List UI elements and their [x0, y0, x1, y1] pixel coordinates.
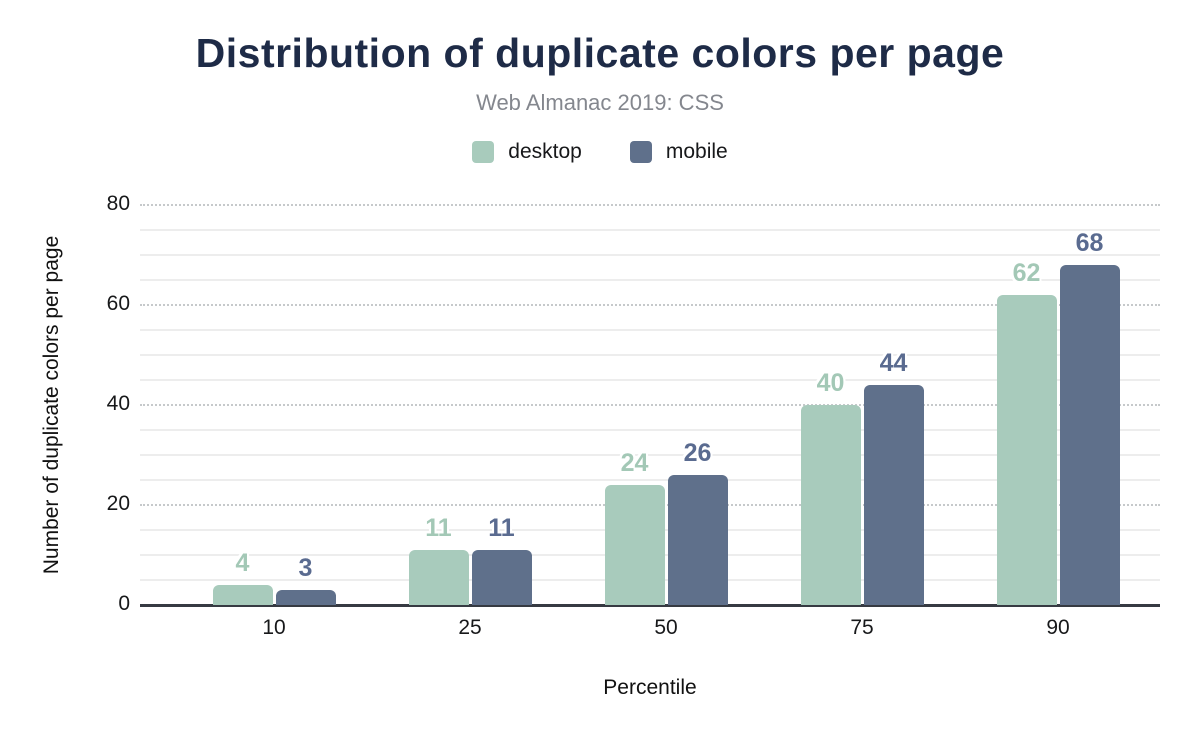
y-tick-label: 20 [106, 492, 130, 515]
legend: desktop mobile [0, 140, 1200, 164]
major-gridline [140, 304, 1160, 306]
minor-gridline [140, 379, 1160, 381]
value-label-desktop-25: 11 [425, 514, 452, 542]
bar-group-25: 11 11 [372, 205, 568, 605]
value-label-mobile-75: 44 [879, 349, 908, 377]
minor-gridline [140, 354, 1160, 356]
bar-mobile-90: 68 [1059, 229, 1120, 605]
bar-desktop-25: 11 [408, 514, 469, 605]
x-tick-label-90: 90 [1046, 616, 1070, 639]
bar-group-90: 62 68 [960, 205, 1156, 605]
minor-gridline [140, 454, 1160, 456]
bar-desktop-10: 4 [212, 549, 273, 605]
x-axis-title: Percentile [603, 676, 697, 699]
plot-area: 4 3 11 11 24 26 40 44 62 68 [140, 204, 1160, 607]
value-label-mobile-25: 11 [488, 514, 515, 542]
legend-swatch-desktop-icon [472, 141, 495, 163]
bar-group-75: 40 44 [764, 205, 960, 605]
x-tick-label-25: 25 [458, 616, 482, 639]
bar-series-container: 4 3 11 11 24 26 40 44 62 68 [140, 205, 1160, 605]
minor-gridline [140, 254, 1160, 256]
legend-swatch-mobile-icon [629, 141, 652, 163]
y-tick-label: 0 [118, 592, 130, 615]
y-tick-label: 80 [106, 192, 130, 215]
value-label-mobile-10: 3 [298, 554, 313, 582]
bar-mobile-10: 3 [275, 554, 336, 605]
minor-gridline [140, 429, 1160, 431]
minor-gridline [140, 229, 1160, 231]
minor-gridline [140, 479, 1160, 481]
bar-desktop-90: 62 [996, 259, 1057, 605]
value-label-mobile-50: 26 [683, 439, 712, 467]
value-label-desktop-50: 24 [620, 449, 649, 477]
value-label-desktop-90: 62 [1012, 259, 1041, 287]
bar-mobile-75: 44 [863, 349, 924, 605]
bar-mobile-50: 26 [667, 439, 728, 605]
major-gridline [140, 204, 1160, 206]
bar-desktop-50: 24 [604, 449, 665, 605]
bar-desktop-75: 40 [800, 369, 861, 605]
chart-title: Distribution of duplicate colors per pag… [195, 30, 1005, 76]
legend-label: mobile [665, 140, 728, 163]
bar-group-50: 24 26 [568, 205, 764, 605]
value-label-desktop-10: 4 [235, 549, 250, 577]
legend-item-mobile: mobile [629, 140, 728, 164]
major-gridline [140, 404, 1160, 406]
legend-label: desktop [508, 140, 582, 163]
minor-gridline [140, 279, 1160, 281]
x-tick-label-10: 10 [262, 616, 286, 639]
value-label-desktop-75: 40 [816, 369, 845, 397]
value-label-mobile-90: 68 [1075, 229, 1104, 257]
minor-gridline [140, 329, 1160, 331]
x-axis-baseline [140, 604, 1160, 607]
x-tick-label-75: 75 [850, 616, 874, 639]
chart-subtitle: Web Almanac 2019: CSS [476, 90, 724, 115]
x-tick-label-50: 50 [654, 616, 678, 639]
x-axis-ticks: 10 25 50 75 90 [140, 616, 1160, 640]
y-tick-label: 60 [106, 292, 130, 315]
legend-item-desktop: desktop [472, 140, 582, 164]
bar-mobile-25: 11 [471, 514, 532, 605]
y-tick-label: 40 [106, 392, 130, 415]
